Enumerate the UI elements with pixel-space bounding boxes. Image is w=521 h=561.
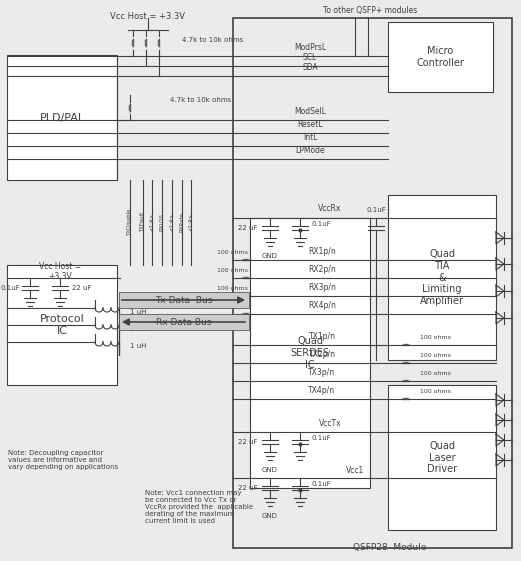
Text: 100 ohms: 100 ohms <box>217 250 247 255</box>
Text: 100 ohms: 100 ohms <box>217 304 247 309</box>
Text: RXLOS: RXLOS <box>159 213 165 231</box>
Bar <box>388 385 496 530</box>
Text: TX1p/n: TX1p/n <box>308 332 336 341</box>
Bar <box>7 55 117 180</box>
Text: GND: GND <box>262 513 278 519</box>
Text: Micro
Controller: Micro Controller <box>417 46 464 68</box>
Bar <box>388 22 493 92</box>
Text: RXRate: RXRate <box>180 212 184 232</box>
Text: SCL: SCL <box>303 53 317 62</box>
Bar <box>233 18 512 548</box>
Text: To other QSFP+ modules: To other QSFP+ modules <box>323 6 417 15</box>
Bar <box>119 292 249 308</box>
Text: VccTx: VccTx <box>319 419 341 428</box>
Text: 22 uF: 22 uF <box>239 485 258 491</box>
Text: Protocol
IC: Protocol IC <box>40 314 84 336</box>
Text: IntL: IntL <box>303 133 317 142</box>
Text: 100 ohms: 100 ohms <box>420 335 451 340</box>
Text: Vcc Host =
+3.3V: Vcc Host = +3.3V <box>39 262 81 282</box>
Text: 100 ohms: 100 ohms <box>217 268 247 273</box>
Text: QSFP28  Module: QSFP28 Module <box>353 543 427 552</box>
Text: 22 uF: 22 uF <box>239 225 258 231</box>
Text: 1 uH: 1 uH <box>130 309 146 315</box>
Text: 1 uH: 1 uH <box>130 326 146 332</box>
Text: 0.1uF: 0.1uF <box>0 285 20 291</box>
Text: PLD/PAL: PLD/PAL <box>40 113 84 122</box>
Text: TXFault: TXFault <box>141 212 145 232</box>
Text: <1:4>: <1:4> <box>189 213 193 231</box>
Text: ModPrsL: ModPrsL <box>294 43 326 52</box>
Text: <1:4>: <1:4> <box>169 213 175 231</box>
Text: RX1p/n: RX1p/n <box>308 247 336 256</box>
Text: TX4p/n: TX4p/n <box>308 386 336 395</box>
Text: Rx Data Bus: Rx Data Bus <box>156 318 212 327</box>
Text: VccRx: VccRx <box>318 204 342 213</box>
Text: 100 ohms: 100 ohms <box>420 371 451 376</box>
Text: TX2p/n: TX2p/n <box>308 350 336 359</box>
Text: Vcc1: Vcc1 <box>346 466 364 475</box>
Text: 0.1uF: 0.1uF <box>312 221 332 227</box>
Text: RX2p/n: RX2p/n <box>308 265 336 274</box>
Text: 1 uH: 1 uH <box>130 343 146 349</box>
Bar <box>119 314 249 330</box>
Text: Tx Data  Bus: Tx Data Bus <box>155 296 213 305</box>
Text: Note: Decoupling capacitor
values are informative and
vary depending on applicat: Note: Decoupling capacitor values are in… <box>8 450 118 470</box>
Text: Quad
SERDES
IC: Quad SERDES IC <box>291 337 329 370</box>
Text: 4.7k to 10k ohms: 4.7k to 10k ohms <box>170 97 231 103</box>
Text: 0.1uF: 0.1uF <box>312 435 332 441</box>
Text: RX4p/n: RX4p/n <box>308 301 336 310</box>
Text: Quad
Laser
Driver: Quad Laser Driver <box>427 441 457 474</box>
Text: 0.1uF: 0.1uF <box>366 207 386 213</box>
Text: ResetL: ResetL <box>297 120 323 129</box>
Bar <box>388 195 496 360</box>
Text: ModSelL: ModSelL <box>294 107 326 116</box>
Text: 100 ohms: 100 ohms <box>420 389 451 394</box>
Text: RX3p/n: RX3p/n <box>308 283 336 292</box>
Text: Note: Vcc1 connection may
be connected to Vcc Tx or
VccRx provided the  applicab: Note: Vcc1 connection may be connected t… <box>145 490 253 524</box>
Bar <box>7 265 117 385</box>
Text: 0.1uF: 0.1uF <box>312 481 332 487</box>
Text: 100 ohms: 100 ohms <box>217 286 247 291</box>
Text: SDA: SDA <box>302 63 318 72</box>
Bar <box>250 218 370 488</box>
Text: LPMode: LPMode <box>295 146 325 155</box>
Text: TX3p/n: TX3p/n <box>308 368 336 377</box>
Text: 4.7k to 10k ohms: 4.7k to 10k ohms <box>182 37 243 43</box>
Text: GND: GND <box>262 253 278 259</box>
Text: TXDisable: TXDisable <box>128 208 132 236</box>
Text: 22 uF: 22 uF <box>239 439 258 445</box>
Text: Vcc Host = +3.3V: Vcc Host = +3.3V <box>110 12 185 21</box>
Text: <1:4>: <1:4> <box>150 213 155 231</box>
Text: 22 uF: 22 uF <box>72 285 92 291</box>
Text: GND: GND <box>262 467 278 473</box>
Text: Quad
TIA
&
Limiting
Amplifier: Quad TIA & Limiting Amplifier <box>420 249 464 306</box>
Text: 100 ohms: 100 ohms <box>420 353 451 358</box>
